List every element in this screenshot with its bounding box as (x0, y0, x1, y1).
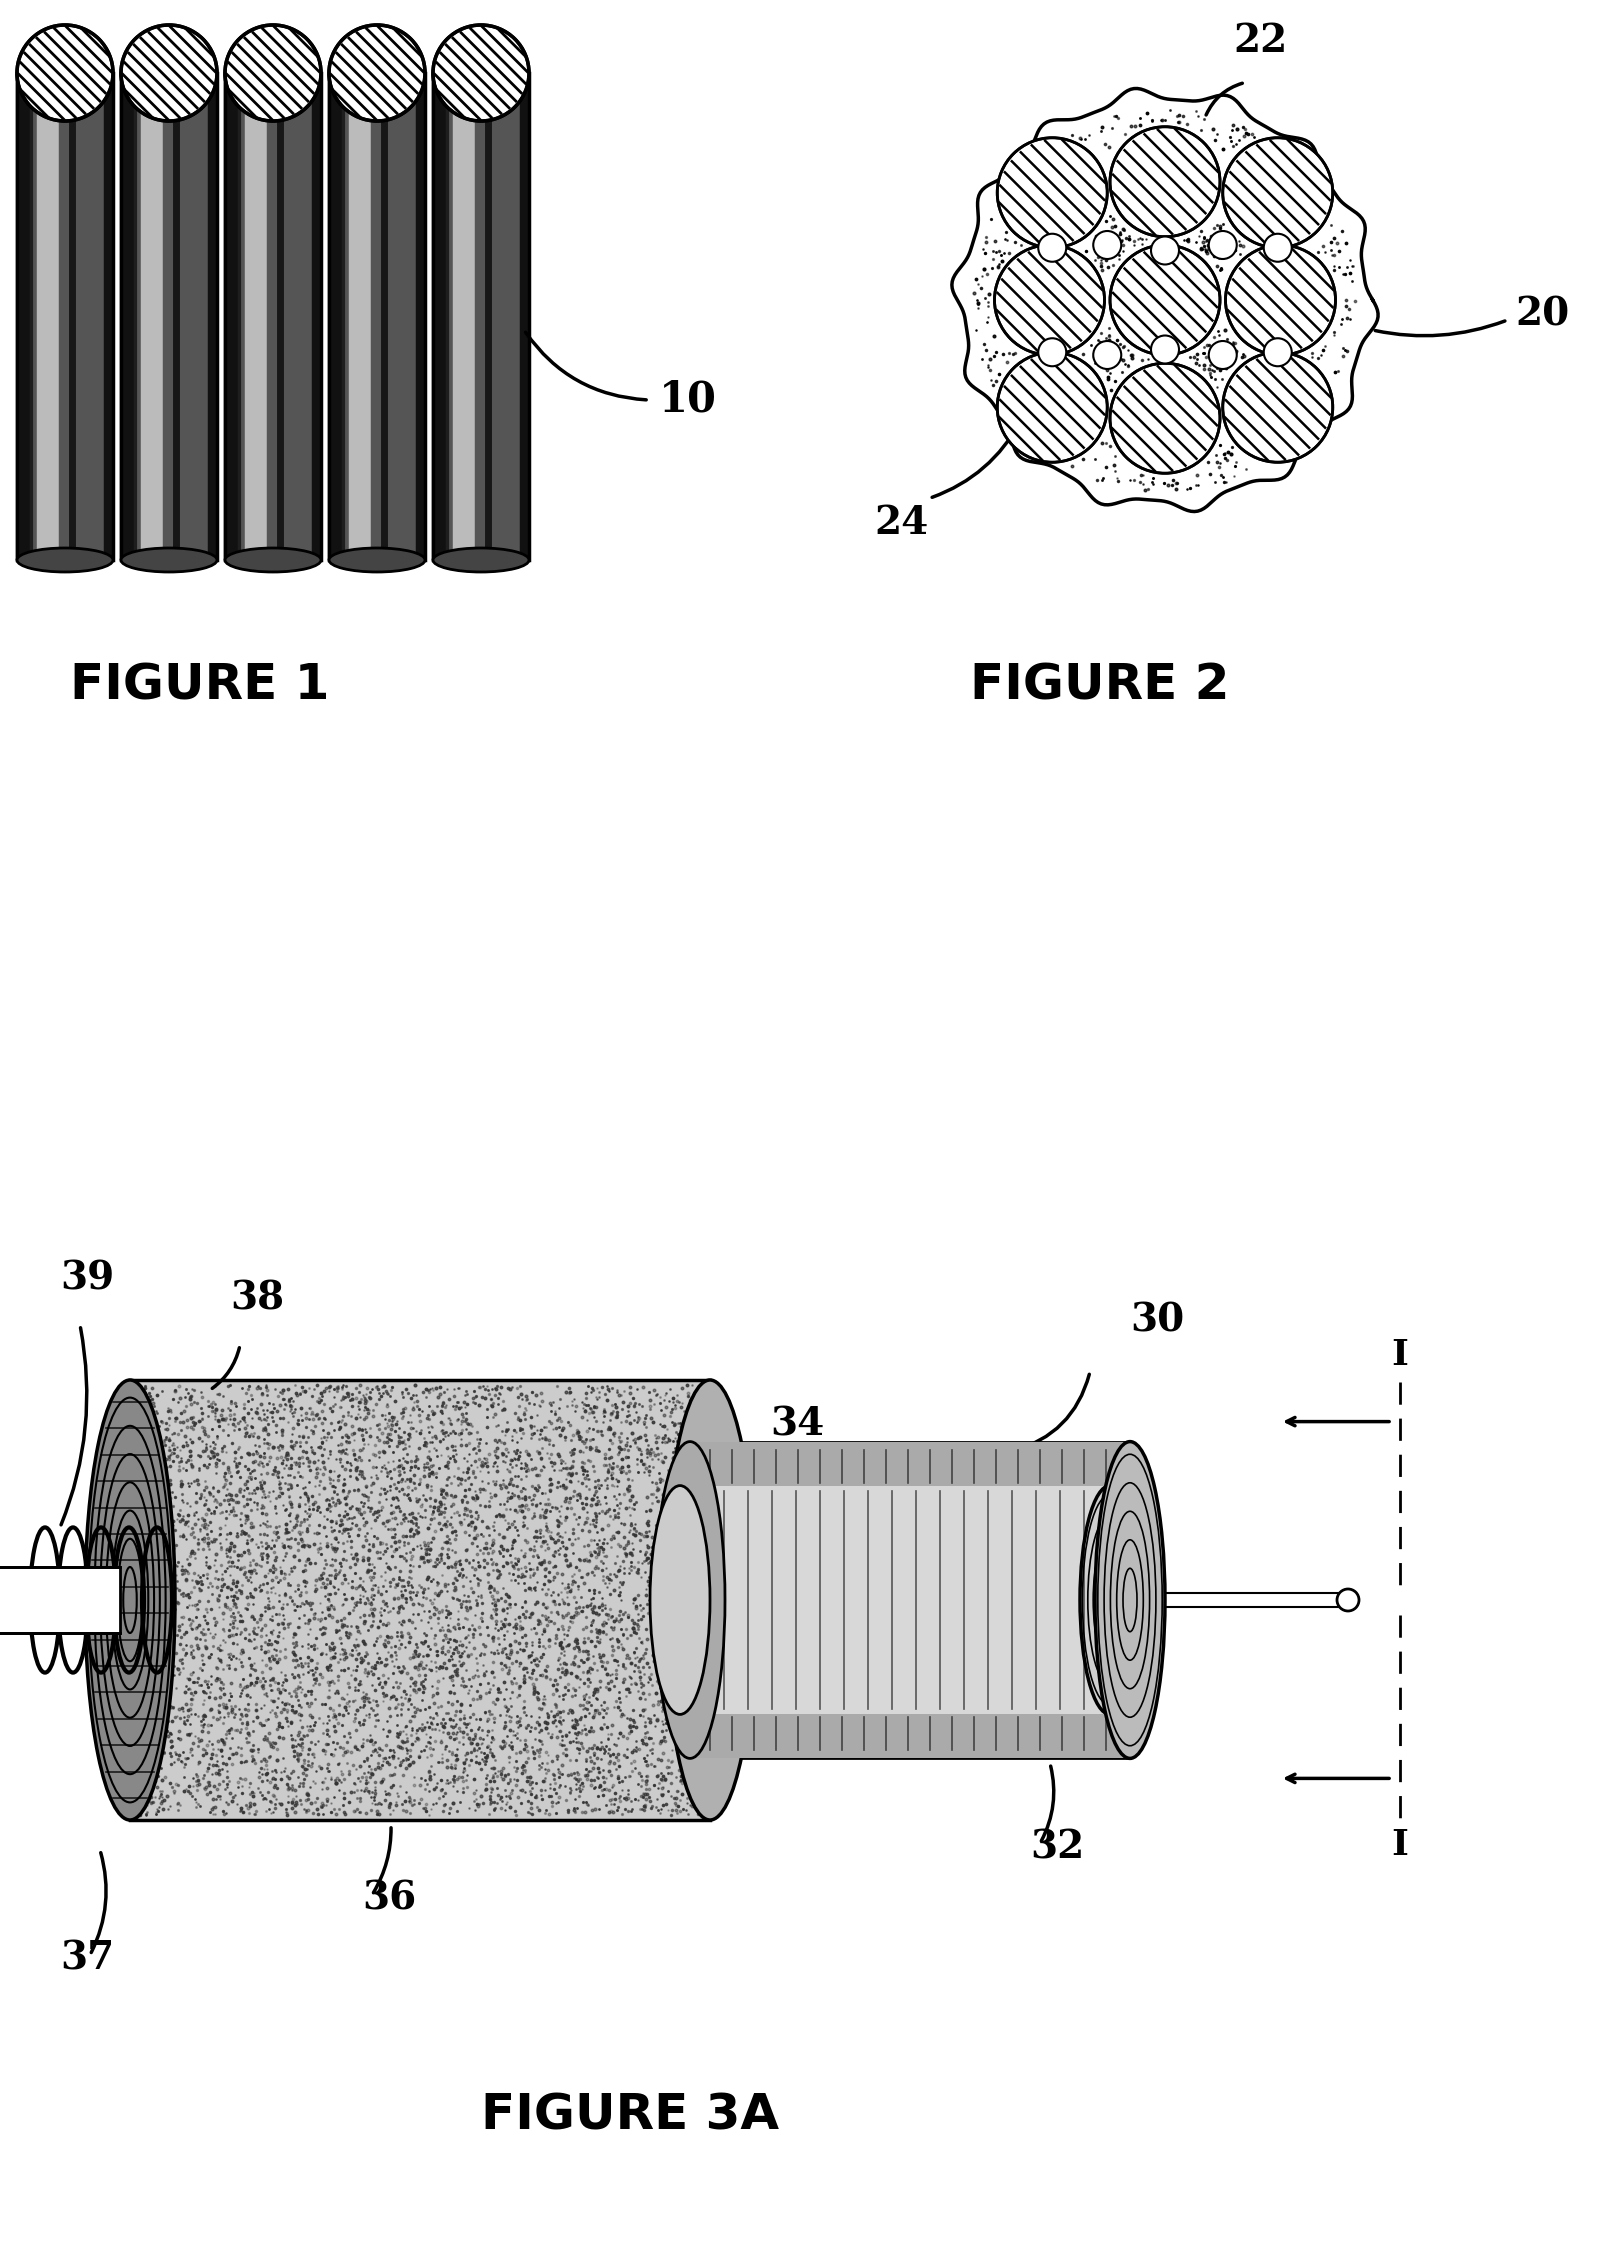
Circle shape (1110, 126, 1220, 236)
Text: FIGURE 3A: FIGURE 3A (482, 2092, 780, 2139)
Ellipse shape (433, 548, 528, 573)
Circle shape (1226, 245, 1336, 355)
FancyBboxPatch shape (690, 1443, 1129, 1759)
Circle shape (1263, 234, 1292, 261)
Circle shape (1337, 1589, 1360, 1611)
Ellipse shape (665, 1380, 756, 1820)
Text: FIGURE 2: FIGURE 2 (970, 663, 1229, 710)
Text: FIGURE 1: FIGURE 1 (71, 663, 330, 710)
Circle shape (433, 25, 528, 121)
Text: I: I (1392, 1829, 1408, 1863)
Circle shape (226, 25, 321, 121)
Circle shape (1094, 231, 1121, 258)
Circle shape (1263, 339, 1292, 366)
Text: 20: 20 (1516, 297, 1569, 335)
Circle shape (1150, 236, 1179, 265)
Circle shape (1037, 339, 1066, 366)
Circle shape (1094, 342, 1121, 369)
Text: 32: 32 (1029, 1829, 1084, 1867)
Text: 34: 34 (770, 1407, 825, 1443)
Text: I: I (1392, 1337, 1408, 1371)
Circle shape (329, 25, 425, 121)
Circle shape (994, 245, 1105, 355)
Circle shape (1110, 364, 1220, 474)
Text: 24: 24 (875, 503, 930, 542)
Circle shape (997, 353, 1107, 463)
Text: 22: 22 (1232, 22, 1287, 61)
Circle shape (997, 137, 1107, 247)
Text: 10: 10 (659, 380, 717, 420)
Ellipse shape (1079, 1485, 1141, 1714)
Ellipse shape (18, 548, 113, 573)
Text: 36: 36 (362, 1881, 416, 1919)
Ellipse shape (656, 1443, 725, 1759)
Ellipse shape (329, 548, 425, 573)
Ellipse shape (1095, 1443, 1165, 1759)
Circle shape (1110, 245, 1220, 355)
Ellipse shape (649, 1485, 710, 1714)
FancyBboxPatch shape (0, 1566, 119, 1634)
Circle shape (18, 25, 113, 121)
Circle shape (1037, 234, 1066, 261)
FancyBboxPatch shape (130, 1380, 710, 1820)
Circle shape (1208, 231, 1237, 258)
Ellipse shape (85, 1380, 176, 1820)
Circle shape (1150, 335, 1179, 364)
Circle shape (1208, 342, 1237, 369)
Circle shape (1223, 353, 1332, 463)
Ellipse shape (226, 548, 321, 573)
Ellipse shape (121, 548, 217, 573)
Circle shape (1223, 137, 1332, 247)
FancyBboxPatch shape (680, 1485, 1110, 1714)
Text: 39: 39 (60, 1261, 114, 1299)
Circle shape (121, 25, 217, 121)
Text: 30: 30 (1129, 1301, 1184, 1339)
Text: 37: 37 (60, 1939, 114, 1977)
Text: 38: 38 (230, 1281, 284, 1319)
